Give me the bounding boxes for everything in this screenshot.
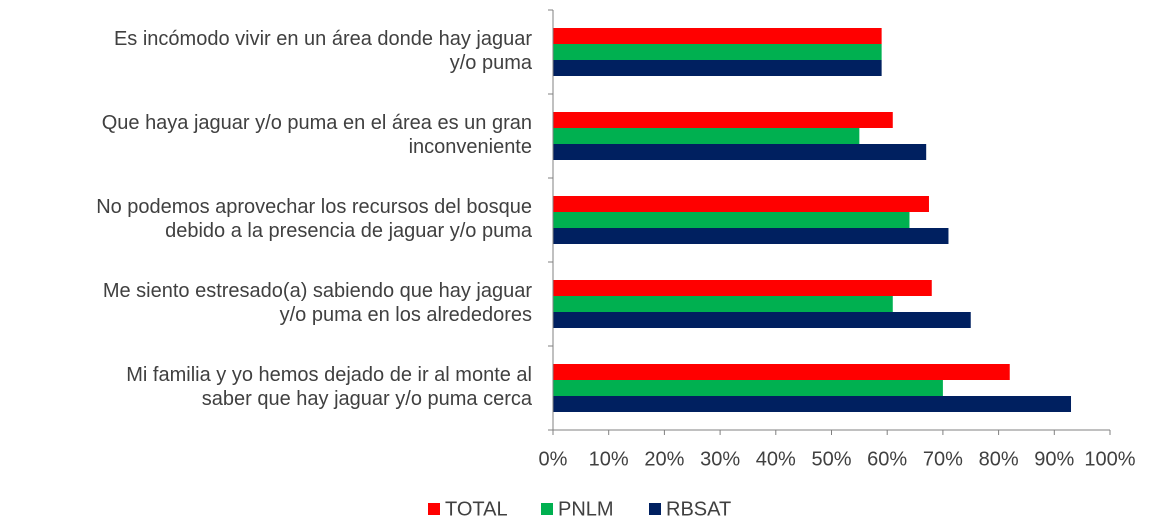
x-tick-label: 30% xyxy=(700,448,740,470)
y-tick-label: No podemos aprovechar los recursos del b… xyxy=(96,196,533,242)
legend-label: PNLM xyxy=(558,498,614,520)
bar xyxy=(553,144,927,160)
bar xyxy=(553,380,943,396)
x-tick-label: 10% xyxy=(589,448,629,470)
bar xyxy=(553,228,949,244)
x-tick-label: 50% xyxy=(811,448,851,470)
legend-swatch xyxy=(428,503,440,515)
x-tick-label: 90% xyxy=(1034,448,1074,470)
legend-label: RBSAT xyxy=(666,498,731,520)
bar xyxy=(553,44,882,60)
x-tick-label: 100% xyxy=(1084,448,1135,470)
bar xyxy=(553,212,910,228)
bar xyxy=(553,280,932,296)
x-tick-label: 70% xyxy=(923,448,963,470)
legend-swatch xyxy=(649,503,661,515)
legend-swatch xyxy=(541,503,553,515)
y-tick-label: Es incómodo vivir en un área donde hay j… xyxy=(114,28,533,74)
bar xyxy=(553,128,860,144)
x-tick-label: 60% xyxy=(867,448,907,470)
y-tick-label: Me siento estresado(a) sabiendo que hay … xyxy=(103,280,533,326)
bar xyxy=(553,296,893,312)
x-tick-label: 20% xyxy=(644,448,684,470)
bar xyxy=(553,196,929,212)
bar xyxy=(553,60,882,76)
y-tick-label: Que haya jaguar y/o puma en el área es u… xyxy=(102,112,532,158)
bar xyxy=(553,112,893,128)
y-tick-label: Mi familia y yo hemos dejado de ir al mo… xyxy=(126,364,533,410)
bar xyxy=(553,312,971,328)
bar xyxy=(553,396,1072,412)
bar xyxy=(553,28,882,44)
x-tick-label: 0% xyxy=(539,448,568,470)
bar xyxy=(553,364,1010,380)
x-tick-label: 80% xyxy=(979,448,1019,470)
legend-label: TOTAL xyxy=(445,498,508,520)
x-tick-label: 40% xyxy=(756,448,796,470)
